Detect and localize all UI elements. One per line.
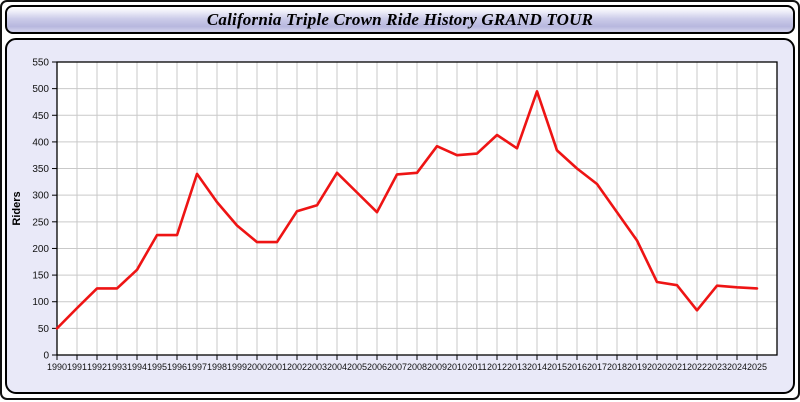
x-tick-label: 2011 <box>467 362 486 372</box>
x-tick-label: 2024 <box>727 362 747 372</box>
page-title: California Triple Crown Ride History GRA… <box>206 9 594 29</box>
y-tick-label: 350 <box>32 164 49 175</box>
x-tick-label: 1996 <box>167 362 187 372</box>
x-tick-label: 2014 <box>527 362 547 372</box>
x-tick-label: 2005 <box>347 362 367 372</box>
x-tick-label: 2019 <box>627 362 647 372</box>
y-tick-label: 150 <box>32 271 49 282</box>
x-tick-label: 2017 <box>587 362 607 372</box>
y-tick-label: 0 <box>43 351 49 362</box>
x-tick-label: 2003 <box>307 362 327 372</box>
title-bar: California Triple Crown Ride History GRA… <box>5 5 795 34</box>
y-tick-label: 300 <box>32 191 49 202</box>
x-tick-label: 1994 <box>127 362 147 372</box>
x-tick-label: 1992 <box>87 362 107 372</box>
x-tick-label: 2023 <box>707 362 727 372</box>
y-tick-label: 450 <box>32 111 49 122</box>
x-tick-label: 2009 <box>427 362 447 372</box>
riders-line-series <box>55 90 759 330</box>
y-tick-label: 250 <box>32 217 49 228</box>
x-tick-label: 2020 <box>647 362 667 372</box>
x-tick-label: 2004 <box>327 362 347 372</box>
x-tick-label: 1990 <box>47 362 67 372</box>
x-tick-label: 1997 <box>187 362 207 372</box>
series-layer <box>55 90 759 330</box>
y-tick-label: 550 <box>32 58 49 69</box>
grid-layer <box>57 62 777 355</box>
plot-frame <box>56 61 778 356</box>
x-tick-label: 2018 <box>607 362 627 372</box>
x-tick-label: 2000 <box>247 362 267 372</box>
x-tick-label: 2002 <box>287 362 307 372</box>
y-tick-label: 100 <box>32 297 49 308</box>
x-tick-label: 1993 <box>107 362 127 372</box>
y-tick-label: 500 <box>32 84 49 95</box>
x-tick-label: 2021 <box>667 362 687 372</box>
y-tick-label: 400 <box>32 137 49 148</box>
x-tick-label: 2016 <box>567 362 587 372</box>
y-tick-label: 50 <box>38 324 50 335</box>
x-tick-label: 2010 <box>447 362 467 372</box>
x-tick-label: 2001 <box>267 362 287 372</box>
x-tick-label: 2007 <box>387 362 407 372</box>
x-tick-label: 2022 <box>687 362 707 372</box>
x-tick-label: 1999 <box>227 362 247 372</box>
y-tick-label: 200 <box>32 244 49 255</box>
x-tick-label: 2006 <box>367 362 387 372</box>
x-tick-label: 1991 <box>67 362 87 372</box>
x-tick-label: 2013 <box>507 362 527 372</box>
x-tick-label: 1995 <box>147 362 167 372</box>
y-axis-title: Riders <box>11 191 23 225</box>
x-tick-label: 2015 <box>547 362 567 372</box>
x-tick-label: 2025 <box>747 362 767 372</box>
x-tick-label: 2008 <box>407 362 427 372</box>
x-tick-label: 1998 <box>207 362 227 372</box>
x-tick-label: 2012 <box>487 362 507 372</box>
